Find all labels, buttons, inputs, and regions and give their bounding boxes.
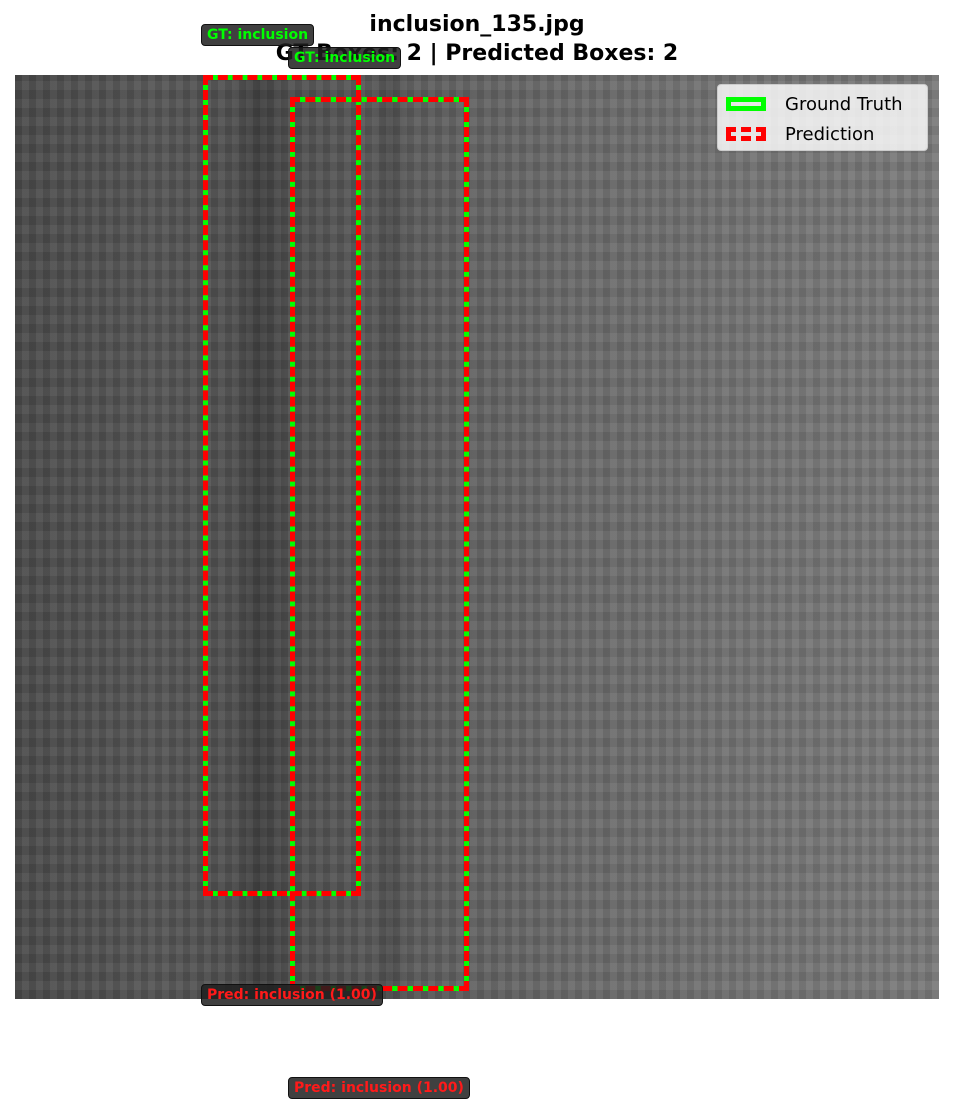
dark-streak (230, 75, 290, 999)
gt-swatch-icon (726, 97, 766, 111)
legend: Ground Truth Prediction (717, 84, 928, 151)
steel-surface-image (15, 75, 939, 999)
dark-streak (370, 75, 410, 999)
pred-label-2: Pred: inclusion (1.00) (288, 1077, 470, 1099)
legend-gt-label: Ground Truth (785, 93, 903, 115)
pred-box-1 (203, 75, 361, 896)
gt-label-2: GT: inclusion (288, 47, 402, 69)
figure-title: inclusion_135.jpg (369, 12, 585, 37)
legend-entry-gt: Ground Truth (726, 92, 903, 116)
legend-entry-pred: Prediction (726, 122, 874, 146)
pred-box-2 (290, 97, 469, 991)
legend-pred-label: Prediction (785, 123, 875, 145)
figure-subtitle: GT Boxes: 2 | Predicted Boxes: 2 (275, 41, 679, 66)
pred-swatch-icon (726, 127, 766, 141)
gt-label-1: GT: inclusion (201, 24, 315, 46)
pred-label-1: Pred: inclusion (1.00) (201, 984, 383, 1006)
